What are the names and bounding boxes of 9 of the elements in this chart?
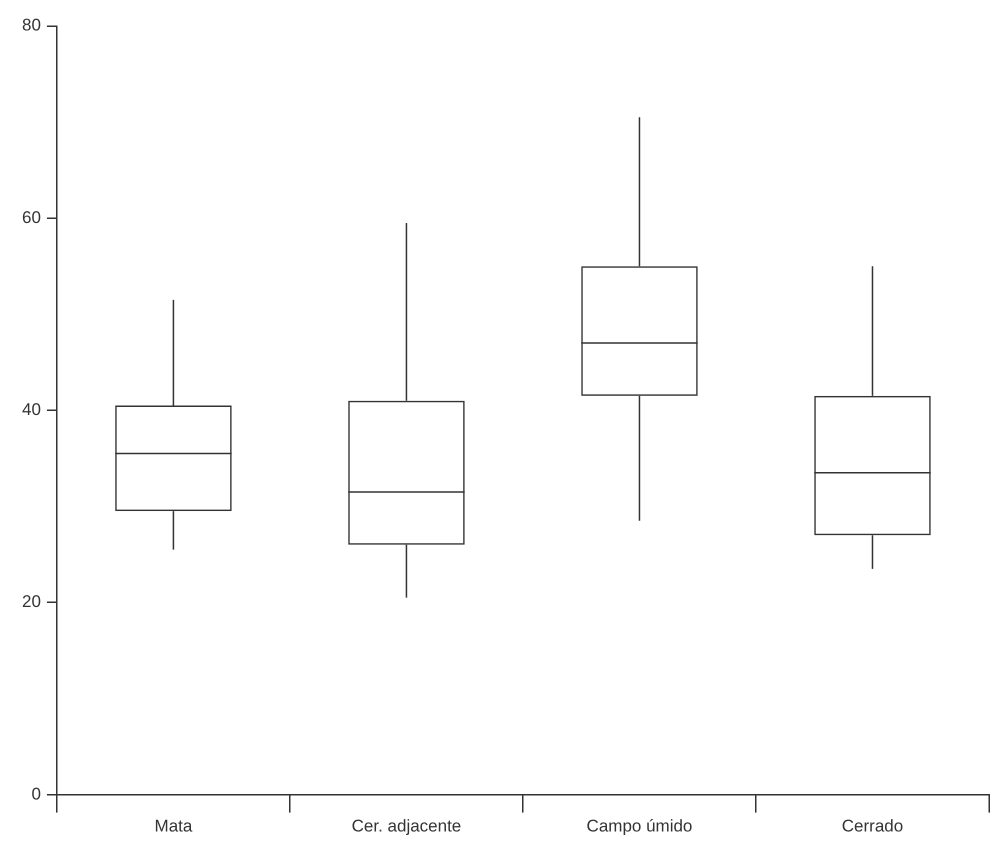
x-tick-label: Cer. adjacente	[352, 816, 462, 836]
y-tick-label: 20	[22, 592, 41, 612]
y-tick-label: 80	[22, 16, 41, 35]
x-tick-label: Cerrado	[842, 816, 904, 836]
y-tick-label: 0	[31, 784, 41, 804]
y-tick-label: 60	[22, 208, 41, 227]
x-tick-label: Mata	[154, 816, 193, 836]
x-tick-label: Campo úmido	[586, 816, 692, 836]
y-tick-label: 40	[22, 400, 41, 419]
